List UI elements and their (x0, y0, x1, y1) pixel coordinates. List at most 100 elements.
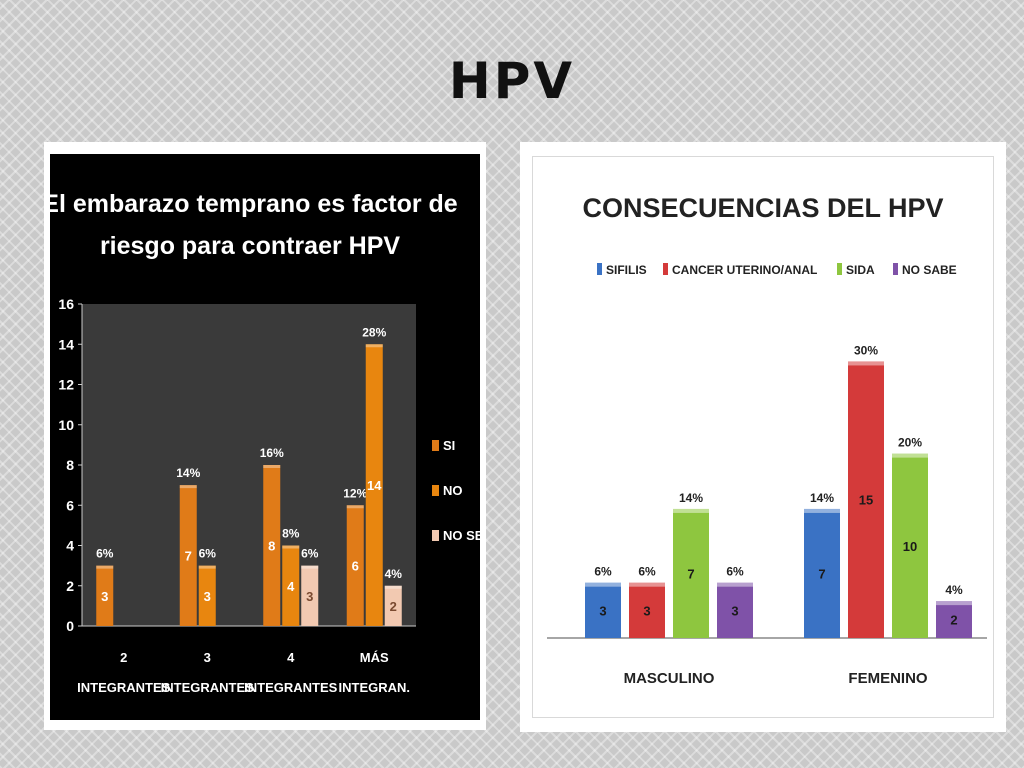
chart1-value-label: 3 (306, 589, 313, 604)
chart1-percent-label: 14% (176, 466, 200, 480)
chart1-legend-swatch (432, 440, 439, 451)
chart1-ytick-label: 14 (58, 336, 74, 352)
chart1-bar (365, 344, 383, 626)
chart-consecuencias-hpv: CONSECUENCIAS DEL HPV SIFILIS CANCER UTER… (547, 193, 987, 687)
chart2-legend-swatch (597, 263, 602, 275)
chart1-title-line-2: riesgo para contraer HPV (100, 232, 400, 260)
chart1-category-label: INTEGRANTES (161, 680, 255, 695)
chart1-bar-highlight (179, 485, 197, 489)
chart1-ytick-label: 2 (66, 578, 74, 594)
chart2-value-label: 2 (950, 613, 957, 628)
chart2-bar-highlight (717, 582, 753, 587)
chart1-value-label: 6 (352, 559, 359, 574)
chart1-ytick-label: 12 (58, 377, 74, 393)
chart1-bar (301, 565, 319, 626)
chart2-value-label: 3 (599, 603, 606, 618)
right-chart-background: CONSECUENCIAS DEL HPV SIFILIS CANCER UTER… (532, 156, 994, 718)
chart2-value-label: 3 (643, 603, 650, 618)
chart2-legend-swatch (893, 263, 898, 275)
chart1-category-label: MÁS (360, 650, 389, 665)
chart2-bar (673, 508, 709, 638)
chart2-bar-highlight (936, 601, 972, 606)
chart1-bar (263, 465, 281, 626)
chart1-bar-highlight (198, 565, 216, 569)
chart2-title: CONSECUENCIAS DEL HPV (582, 193, 943, 223)
chart1-percent-label: 12% (343, 486, 367, 500)
chart2-legend-swatch (663, 263, 668, 275)
chart2-bar (629, 582, 665, 638)
chart1-percent-label: 6% (199, 547, 217, 561)
left-chart-panel: El embarazo temprano es factor de riesgo… (44, 142, 486, 730)
chart1-legend-label: NO (443, 483, 463, 498)
chart1-percent-label: 8% (282, 527, 300, 541)
chart1-bar-highlight (365, 344, 383, 348)
chart1-category-label: 3 (204, 650, 211, 665)
chart2-bar-highlight (892, 453, 928, 458)
chart2-bar-highlight (804, 508, 840, 513)
chart1-value-label: 4 (287, 579, 295, 594)
chart1-value-label: 8 (268, 539, 275, 554)
chart1-ytick-label: 6 (66, 497, 74, 513)
chart2-value-label: 3 (731, 603, 738, 618)
chart1-percent-label: 6% (301, 547, 319, 561)
chart1-bar (384, 585, 402, 626)
chart1-value-label: 2 (390, 599, 397, 614)
chart2-bar (804, 508, 840, 638)
chart1-bar-highlight (263, 465, 281, 468)
chart2-bar-highlight (585, 582, 621, 587)
chart1-ytick-label: 8 (66, 457, 74, 473)
chart1-category-label: INTEGRANTES (77, 680, 171, 695)
chart2-percent-label: 6% (594, 565, 612, 579)
chart1-legend-label: SI (443, 438, 455, 453)
chart2-category-label: MASCULINO (624, 670, 715, 687)
chart1-bar (96, 565, 114, 626)
chart-embarazo-temprano: El embarazo temprano es factor de riesgo… (50, 190, 480, 695)
chart2-percent-label: 30% (854, 343, 878, 357)
chart1-title-line-1: El embarazo temprano es factor de (50, 190, 458, 218)
chart2-percent-label: 6% (726, 565, 744, 579)
chart1-ytick-label: 16 (58, 296, 74, 312)
chart1-bar-highlight (96, 565, 114, 569)
chart2-bar (892, 453, 928, 638)
chart1-percent-label: 6% (96, 547, 114, 561)
chart1-bar-highlight (384, 585, 402, 589)
chart1-percent-label: 16% (260, 446, 284, 460)
chart2-bar (585, 582, 621, 638)
chart1-ytick-label: 0 (66, 618, 74, 634)
chart2-category-label: FEMENINO (848, 670, 928, 687)
chart2-legend-label: CANCER UTERINO/ANAL (672, 263, 817, 277)
chart1-category-label: INTEGRAN. (339, 680, 411, 695)
chart1-legend-swatch (432, 485, 439, 496)
left-chart-background: El embarazo temprano es factor de riesgo… (50, 154, 480, 720)
chart2-percent-label: 20% (898, 436, 922, 450)
chart2-value-label: 10 (903, 539, 917, 554)
chart2-bar-highlight (673, 508, 709, 513)
chart2-percent-label: 4% (945, 583, 963, 597)
chart2-bar (717, 582, 753, 638)
slide-title: HPV (448, 52, 576, 110)
chart2-value-label: 7 (687, 566, 694, 581)
chart1-percent-label: 28% (362, 325, 386, 339)
chart2-percent-label: 6% (638, 565, 656, 579)
chart1-bar-highlight (282, 545, 300, 549)
chart2-legend-label: SIFILIS (606, 263, 647, 277)
chart2-bar-highlight (629, 582, 665, 587)
chart2-bar (936, 601, 972, 638)
chart1-category-label: INTEGRANTES (244, 680, 338, 695)
chart1-value-label: 14 (367, 478, 382, 493)
chart1-bar (282, 545, 300, 626)
chart1-value-label: 3 (204, 589, 211, 604)
right-chart-panel: CONSECUENCIAS DEL HPV SIFILIS CANCER UTER… (520, 142, 1006, 732)
chart1-value-label: 3 (101, 589, 108, 604)
chart1-bar-highlight (301, 565, 319, 569)
chart2-percent-label: 14% (679, 491, 703, 505)
chart2-bar-highlight (848, 361, 884, 366)
chart1-bar (179, 485, 197, 626)
chart1-category-label: 4 (287, 650, 295, 665)
chart2-value-label: 7 (818, 566, 825, 581)
chart1-bar (198, 565, 216, 626)
chart1-bar-highlight (346, 505, 364, 509)
chart2-legend-label: NO SABE (902, 263, 957, 277)
chart2-legend-label: SIDA (846, 263, 875, 277)
chart1-value-label: 7 (185, 549, 192, 564)
